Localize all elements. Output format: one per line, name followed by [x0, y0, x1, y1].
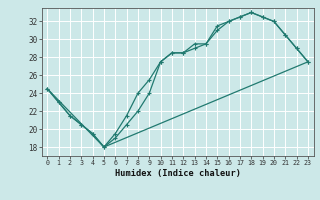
X-axis label: Humidex (Indice chaleur): Humidex (Indice chaleur) — [115, 169, 241, 178]
